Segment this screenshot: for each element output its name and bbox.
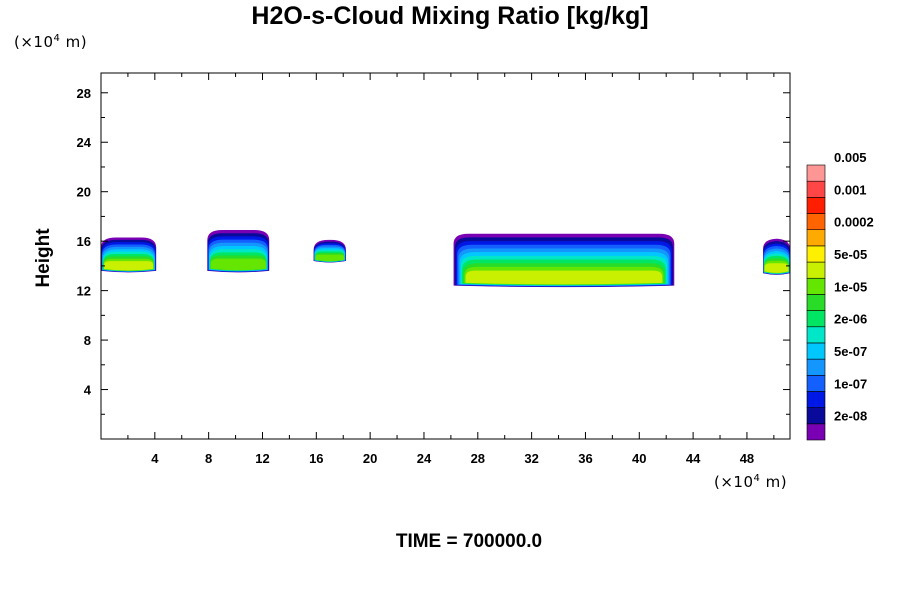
y-axis-unit: (×104 m): [14, 33, 88, 51]
colorbar-cell: [806, 326, 826, 344]
colorbar-label: 0.001: [834, 182, 867, 197]
colorbar-cell: [806, 407, 826, 425]
colorbar-label: 1e-05: [834, 279, 867, 294]
cloud-contour-band: [210, 258, 266, 271]
colorbar-cell: [806, 180, 826, 198]
cloud-patch: [313, 239, 346, 263]
x-tick-label: 36: [578, 451, 592, 466]
cloud-patch: [763, 238, 790, 275]
y-tick-label: 20: [77, 185, 91, 200]
plot-frame: [100, 72, 791, 440]
colorbar-cell: [806, 277, 826, 295]
cloud-contour-band: [315, 254, 345, 262]
y-tick-label: 4: [84, 383, 92, 398]
colorbar-label: 2e-06: [834, 312, 867, 327]
colorbar: 2e-08 1e-07 5e-07 2e-06 1e-05 5e-05 0.0002 0.00…: [806, 150, 874, 441]
y-tick-label: 28: [77, 86, 91, 101]
colorbar-label: 1e-07: [834, 376, 867, 391]
colorbar-cell: [806, 245, 826, 263]
x-tick-label: 12: [255, 451, 269, 466]
y-tick-label: 16: [77, 234, 91, 249]
colorbar-cell: [806, 374, 826, 392]
y-tick-label: 12: [77, 284, 91, 299]
colorbar-cell: [806, 423, 826, 441]
y-tick-label: 24: [77, 135, 92, 150]
colorbar-cell: [806, 294, 826, 311]
cloud-contour-band: [465, 270, 663, 285]
colorbar-label: 5e-07: [834, 344, 867, 359]
time-label: TIME = 700000.0: [395, 531, 543, 552]
x-axis: 4 8 12 16 20 24 28 32 36 40 44 48: [127, 73, 775, 466]
colorbar-cell: [806, 213, 826, 231]
colorbar-cell: [806, 197, 826, 214]
colorbar-cell: [806, 310, 826, 328]
colorbar-label: 0.005: [834, 150, 867, 165]
colorbar-cell: [806, 229, 826, 247]
x-tick-label: 24: [417, 451, 432, 466]
x-tick-label: 8: [205, 451, 212, 466]
cloud-patch: [453, 233, 675, 288]
x-tick-label: 48: [740, 451, 754, 466]
x-tick-label: 40: [632, 451, 646, 466]
cloud-field: [101, 230, 790, 288]
cloud-patch: [207, 230, 270, 273]
y-tick-label: 8: [84, 333, 91, 348]
chart-title: H2O-s-Cloud Mixing Ratio [kg/kg]: [251, 2, 649, 30]
colorbar-cell: [806, 164, 826, 182]
x-tick-label: 4: [151, 451, 159, 466]
colorbar-cell: [806, 358, 826, 376]
cloud-contour-band: [764, 263, 789, 273]
y-axis: 4 8 12 16 20 24 28: [77, 86, 790, 415]
colorbar-label: 2e-08: [834, 409, 867, 424]
x-tick-label: 16: [309, 451, 323, 466]
cloud-contour-band: [104, 261, 154, 271]
x-tick-label: 44: [686, 451, 701, 466]
colorbar-label: 5e-05: [834, 247, 867, 262]
x-axis-unit: (×104 m): [714, 473, 788, 491]
x-tick-label: 32: [524, 451, 538, 466]
x-tick-label: 20: [363, 451, 377, 466]
colorbar-cell: [806, 261, 826, 279]
colorbar-cell: [806, 342, 826, 360]
cloud-patch: [101, 237, 157, 273]
colorbar-cell: [806, 391, 826, 408]
x-tick-label: 28: [471, 451, 485, 466]
colorbar-label: 0.0002: [834, 215, 874, 230]
